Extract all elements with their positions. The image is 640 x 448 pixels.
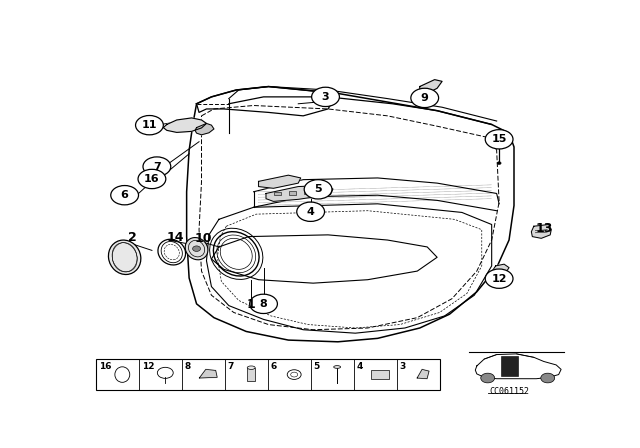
- Text: 16: 16: [99, 362, 111, 371]
- Text: 7: 7: [153, 162, 161, 172]
- Ellipse shape: [185, 237, 208, 260]
- Circle shape: [250, 294, 277, 314]
- Bar: [96, 359, 440, 390]
- Text: CC061152: CC061152: [490, 388, 530, 396]
- Polygon shape: [163, 118, 207, 133]
- Text: 11: 11: [141, 120, 157, 130]
- Polygon shape: [259, 175, 301, 188]
- Polygon shape: [199, 370, 217, 378]
- Text: 10: 10: [195, 232, 212, 245]
- Bar: [304, 191, 310, 194]
- Text: 12: 12: [492, 274, 507, 284]
- Bar: [247, 368, 255, 382]
- Ellipse shape: [247, 366, 255, 370]
- Circle shape: [541, 373, 555, 383]
- Text: 9: 9: [420, 93, 429, 103]
- Text: 8: 8: [260, 299, 268, 309]
- Polygon shape: [493, 264, 509, 275]
- Polygon shape: [531, 224, 551, 238]
- Circle shape: [485, 269, 513, 289]
- Circle shape: [136, 116, 163, 135]
- Circle shape: [481, 373, 495, 383]
- Text: 4: 4: [307, 207, 315, 217]
- Text: 6: 6: [121, 190, 129, 200]
- Circle shape: [312, 87, 339, 107]
- Polygon shape: [195, 124, 214, 135]
- Text: 15: 15: [492, 134, 507, 144]
- Bar: [274, 192, 281, 195]
- Circle shape: [497, 162, 501, 164]
- Text: 1: 1: [247, 298, 255, 311]
- Circle shape: [411, 88, 438, 108]
- Text: 3: 3: [399, 362, 406, 371]
- Text: 5: 5: [314, 184, 322, 194]
- Circle shape: [304, 180, 332, 199]
- Bar: [371, 370, 389, 379]
- Polygon shape: [420, 80, 442, 94]
- Text: 4: 4: [356, 362, 363, 371]
- Text: 16: 16: [144, 174, 160, 184]
- Bar: [289, 191, 296, 195]
- Text: 6: 6: [271, 362, 277, 371]
- Polygon shape: [266, 185, 333, 202]
- Text: 5: 5: [314, 362, 320, 371]
- Bar: [500, 356, 518, 376]
- Text: 12: 12: [142, 362, 154, 371]
- Text: 8: 8: [185, 362, 191, 371]
- Circle shape: [193, 246, 200, 251]
- Polygon shape: [417, 370, 429, 379]
- Circle shape: [111, 185, 138, 205]
- Circle shape: [143, 157, 171, 176]
- Circle shape: [485, 129, 513, 149]
- Bar: [319, 190, 326, 194]
- Text: 3: 3: [322, 92, 330, 102]
- Ellipse shape: [333, 366, 340, 368]
- Ellipse shape: [108, 240, 141, 275]
- Circle shape: [138, 169, 166, 189]
- Circle shape: [297, 202, 324, 221]
- Text: 2: 2: [128, 232, 136, 245]
- Text: 14: 14: [167, 232, 184, 245]
- Text: 7: 7: [228, 362, 234, 371]
- Circle shape: [493, 139, 506, 148]
- Text: 13: 13: [535, 222, 552, 235]
